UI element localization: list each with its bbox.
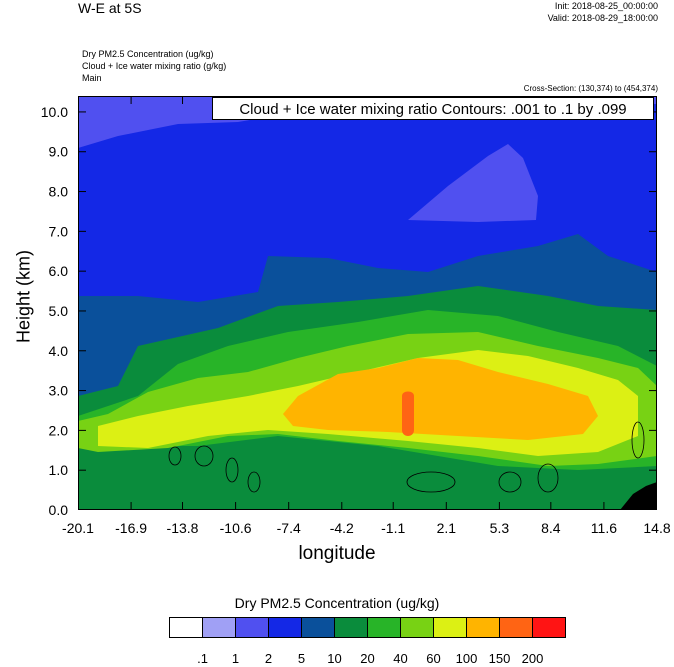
x-tick-label: -1.1: [381, 520, 405, 536]
colorbar-swatch: [466, 617, 500, 638]
colorbar-label: 100: [456, 651, 478, 666]
colorbar-swatch: [400, 617, 434, 638]
contour-2: [194, 445, 214, 467]
colorbar-swatch: [268, 617, 302, 638]
x-tick-label: -7.4: [277, 520, 301, 536]
y-tick-label: 10.0: [41, 104, 68, 120]
colorbar-swatch: [433, 617, 467, 638]
colorbar-swatch: [499, 617, 533, 638]
y-axis-label: Height (km): [13, 250, 34, 344]
y-tick-label: 8.0: [49, 184, 69, 200]
x-tick-label: -10.6: [220, 520, 252, 536]
y-tick-label: 1.0: [49, 462, 69, 478]
colorbar-label: 200: [522, 651, 544, 666]
contour-4: [247, 471, 261, 493]
colorbar-label: 60: [426, 651, 440, 666]
subtitle-cloud: Cloud + Ice water mixing ratio (g/kg): [82, 61, 227, 71]
colorbar-label: 40: [393, 651, 407, 666]
y-tick-label: 2.0: [49, 422, 69, 438]
colorbar-swatch: [235, 617, 269, 638]
y-tick-labels: 0.0 1.0 2.0 3.0 4.0 5.0 6.0 7.0 8.0 9.0 10.0: [41, 104, 69, 518]
colorbar-label: 20: [360, 651, 374, 666]
subtitle-pm25: Dry PM2.5 Concentration (ug/kg): [82, 49, 214, 59]
colorbar-label: 2: [265, 651, 272, 666]
x-tick-label: 14.8: [643, 520, 670, 536]
colorbar-swatch: [532, 617, 566, 638]
pm25-field: [78, 96, 657, 510]
y-tick-label: 4.0: [49, 343, 69, 359]
y-axis: [78, 111, 657, 510]
colorbar-label: 1: [232, 651, 239, 666]
cloud-contours: [168, 421, 645, 493]
y-tick-label: 9.0: [49, 144, 69, 160]
x-tick-label: 5.3: [490, 520, 510, 536]
colorbar-label: 10: [327, 651, 341, 666]
x-tick-label: -4.2: [330, 520, 354, 536]
field-level-150: [283, 358, 598, 440]
x-tick-label: -20.1: [62, 520, 94, 536]
colorbar-title: Dry PM2.5 Concentration (ug/kg): [234, 595, 440, 611]
colorbar-swatch: [301, 617, 335, 638]
colorbar-swatch: [169, 617, 203, 638]
colorbar-label: .1: [197, 651, 208, 666]
x-tick-label: 8.4: [541, 520, 561, 536]
colorbar-swatch: [334, 617, 368, 638]
y-tick-label: 6.0: [49, 263, 69, 279]
y-tick-label: 0.0: [49, 502, 69, 518]
contour-label: Cloud + Ice water mixing ratio Contours:…: [212, 97, 654, 120]
terrain-mask: [620, 482, 657, 510]
colorbar: .1 1 2 5 10 20 40 60 100 150 200: [169, 617, 566, 666]
contour-6: [498, 471, 522, 493]
y-tick-label: 3.0: [49, 383, 69, 399]
field-level-200: [402, 391, 414, 436]
cross-section-label: Cross-Section: (130,374) to (454,374): [523, 84, 658, 93]
x-axis-label: longitude: [298, 543, 376, 564]
subtitle-main: Main: [82, 73, 102, 83]
contour-5: [406, 471, 456, 493]
plot-frame: [78, 96, 657, 510]
contour-3: [225, 457, 239, 483]
colorbar-label: 5: [298, 651, 305, 666]
x-tick-label: 2.1: [437, 520, 457, 536]
x-tick-label: 11.6: [591, 520, 617, 536]
contour-8: [631, 421, 645, 459]
colorbar-swatch: [367, 617, 401, 638]
colorbar-swatch: [202, 617, 236, 638]
y-tick-label: 5.0: [49, 303, 69, 319]
valid-time: Valid: 2018-08-29_18:00:00: [547, 13, 658, 23]
cross-section-plot: [78, 96, 657, 510]
chart-title: W-E at 5S: [78, 0, 142, 16]
init-time: Init: 2018-08-25_00:00:00: [554, 1, 658, 11]
x-tick-label: -13.8: [167, 520, 199, 536]
colorbar-label: 150: [489, 651, 511, 666]
contour-1: [168, 446, 182, 466]
contour-7: [537, 463, 559, 493]
field-upper-band: [408, 144, 538, 222]
y-tick-label: 7.0: [49, 223, 69, 239]
x-tick-labels: -20.1 -16.9 -13.8 -10.6 -7.4 -4.2 -1.1 2.1 5.3 8.…: [62, 520, 671, 536]
x-tick-label: -16.9: [115, 520, 147, 536]
